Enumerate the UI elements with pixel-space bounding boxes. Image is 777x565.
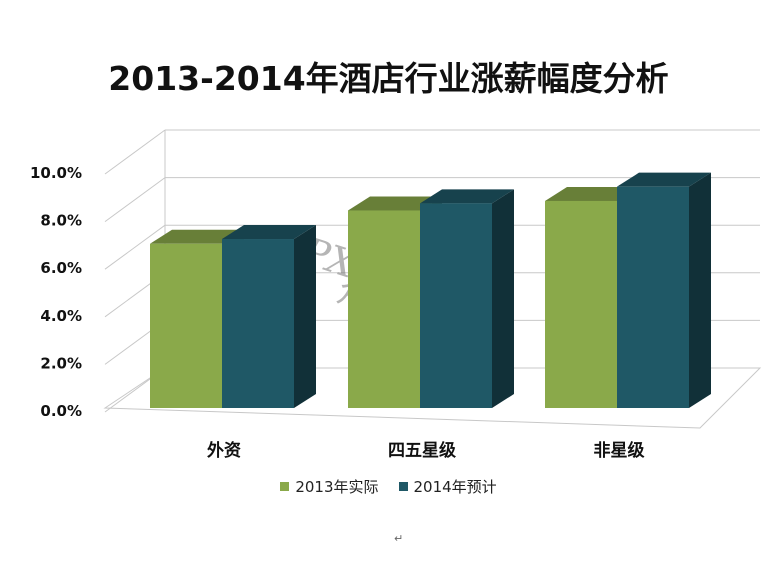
y-tick-label: 10.0% [30, 164, 82, 182]
y-tick-label: 4.0% [40, 307, 82, 325]
bar-side [294, 225, 316, 408]
legend-swatch [398, 482, 408, 491]
gridline-side [104, 129, 166, 175]
legend-label: 2014年预计 [413, 478, 497, 496]
bar-2-1 [617, 172, 711, 408]
y-tick-label: 8.0% [40, 212, 82, 230]
x-tick-label: 非星级 [594, 440, 645, 461]
bar-top [222, 225, 316, 240]
bar-side [492, 189, 514, 408]
bar-top [545, 186, 639, 201]
legend-swatch [280, 482, 290, 491]
bar-front [222, 239, 294, 408]
bar-front [348, 210, 420, 408]
chart-title: 2013-2014年酒店行业涨薪幅度分析 [108, 59, 669, 98]
bar-0-1 [222, 225, 316, 408]
bar-top [420, 189, 514, 204]
x-axis-labels: 外资 四五星级 非星级 [207, 440, 645, 461]
legend: 2013年实际 2014年预计 [0, 476, 777, 497]
x-tick-label: 四五星级 [388, 440, 456, 461]
bar-front [420, 203, 492, 408]
bar-top [150, 229, 244, 244]
y-tick-label: 2.0% [40, 354, 82, 372]
legend-label: 2013年实际 [295, 478, 379, 496]
bar-front [545, 200, 617, 408]
bar-side [689, 172, 711, 408]
footnote-mark: ↵ [394, 532, 404, 545]
x-tick-label: 外资 [207, 440, 241, 461]
y-tick-label: 6.0% [40, 259, 82, 277]
legend-entry: 2014年预计 [398, 476, 497, 497]
legend-entry: 2013年实际 [280, 476, 379, 497]
bar-top [617, 172, 711, 187]
gridline-side [104, 177, 166, 223]
y-axis-labels: 0.0% 2.0% 4.0% 6.0% 8.0% 10.0% [30, 164, 82, 420]
gridline-side [104, 224, 166, 270]
bar-front [150, 243, 222, 408]
y-tick-label: 0.0% [40, 402, 82, 420]
bar-top [348, 196, 442, 211]
bar-front [617, 186, 689, 408]
bars [150, 172, 711, 408]
bar-1-1 [420, 189, 514, 408]
